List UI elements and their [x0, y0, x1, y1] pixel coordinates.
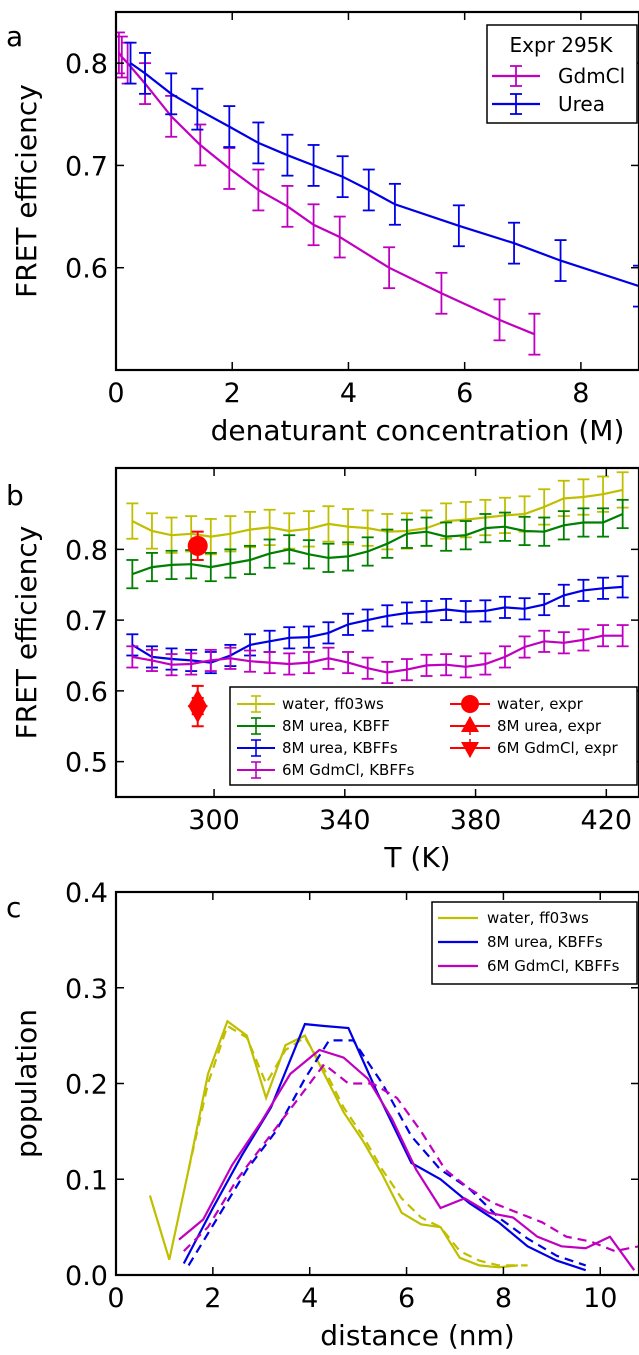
axes-frame	[114, 466, 639, 799]
legend-label: water, ff03ws	[282, 695, 384, 713]
x-tick-label: 0	[107, 1283, 124, 1314]
legend-marker-triangle-down	[461, 742, 479, 758]
axes-frame	[114, 10, 639, 372]
x-tick-label: 6	[456, 378, 473, 409]
x-tick-label: 8	[495, 1283, 512, 1314]
y-tick-label: 0.7	[65, 606, 108, 637]
legend-label: 8M urea, KBFF	[282, 717, 390, 735]
y-axis-label: FRET efficiency	[10, 84, 43, 298]
x-tick-label: 4	[340, 378, 357, 409]
panel-letter: b	[6, 479, 24, 512]
x-tick-label: 8	[572, 378, 589, 409]
series-line-3	[132, 634, 623, 674]
x-tick-label: 340	[319, 805, 371, 836]
series-line-3	[187, 1039, 587, 1267]
y-tick-label: 0.6	[65, 677, 108, 708]
x-tick-label: 380	[450, 805, 502, 836]
point-marker-circle	[187, 535, 208, 556]
y-axis-label: population	[10, 1009, 43, 1158]
x-tick-label: 0	[107, 378, 124, 409]
y-tick-label: 0.0	[65, 1261, 108, 1292]
series-line-0	[118, 52, 535, 336]
legend-box	[486, 24, 638, 124]
legend-marker-triangle-up	[461, 716, 479, 732]
series-line-1	[187, 1024, 528, 1267]
legend-c: water, ff03ws 8M urea, KBFFs 6M GdmCl, KBF…	[431, 901, 638, 985]
plot-area	[126, 471, 629, 728]
legend-label: GdmCl	[558, 64, 625, 88]
x-tick-label: 300	[188, 805, 240, 836]
y-tick-label: 0.5	[65, 748, 108, 779]
y-tick-label: 0.6	[65, 254, 108, 285]
x-tick-label: 2	[224, 378, 241, 409]
y-tick-label: 0.1	[65, 1165, 108, 1196]
x-tick-label: 4	[301, 1283, 318, 1314]
plot-area	[148, 1019, 639, 1272]
y-tick-label: 0.3	[65, 974, 108, 1005]
series-line-5	[183, 1062, 639, 1253]
panel-c: c 0 2 4 6 8 10 0.0 0.1 0.2 0.3 0.4 distance (nm) popu…	[6, 878, 639, 1352]
x-tick-label: 2	[204, 1283, 221, 1314]
legend-label: water, expr	[497, 695, 584, 713]
series-line-2	[131, 585, 623, 664]
legend-label: 8M urea, KBFFs	[282, 739, 398, 757]
x-axis-label: T (K)	[383, 841, 450, 874]
x-axis-label: denaturant concentration (M)	[211, 414, 625, 447]
x-axis-label: distance (nm)	[320, 1319, 514, 1352]
legend-label: 6M GdmCl, KBFFs	[487, 957, 620, 975]
panel-a: a 0 2 4 6 8 0.6 0.7 0.8 denaturant concentration …	[6, 10, 639, 447]
y-tick-label: 0.8	[65, 535, 108, 566]
plot-area	[116, 31, 639, 356]
panel-b: b 300 340 380 420 0.5 0.6 0.7 0.8 T (K) FRET effic…	[6, 466, 639, 874]
legend-label: 6M GdmCl, KBFFs	[282, 761, 415, 779]
legend-box	[229, 686, 638, 786]
y-tick-label: 0.2	[65, 1070, 108, 1101]
x-tick-label: 420	[581, 805, 633, 836]
x-tick-label: 10	[583, 1283, 617, 1314]
series-line-0	[148, 1019, 519, 1269]
legend-b: water, ff03ws 8M urea, KBFF 8M urea, KBFFs…	[229, 686, 638, 786]
legend-label: 8M urea, KBFFs	[487, 933, 603, 951]
x-tick-label: 6	[398, 1283, 415, 1314]
panel-letter: c	[6, 891, 21, 924]
legend-marker-circle	[461, 695, 479, 713]
legend-a: Expr 295K GdmCl Urea	[486, 24, 638, 124]
y-tick-label: 0.7	[65, 151, 108, 182]
series-line-1	[131, 512, 624, 576]
y-tick-label: 0.8	[65, 49, 108, 80]
legend-label: Urea	[558, 92, 605, 116]
series-line-4	[178, 1048, 636, 1271]
y-tick-label: 0.4	[65, 878, 108, 909]
legend-title: Expr 295K	[509, 33, 613, 57]
legend-label: water, ff03ws	[487, 909, 589, 927]
panel-letter: a	[6, 20, 23, 53]
legend-label: 8M urea, expr	[497, 717, 602, 735]
y-axis-label: FRET efficiency	[10, 526, 43, 740]
point-marker-triangle-down	[187, 705, 208, 724]
series-line-0	[131, 488, 623, 538]
legend-label: 6M GdmCl, expr	[497, 739, 619, 757]
